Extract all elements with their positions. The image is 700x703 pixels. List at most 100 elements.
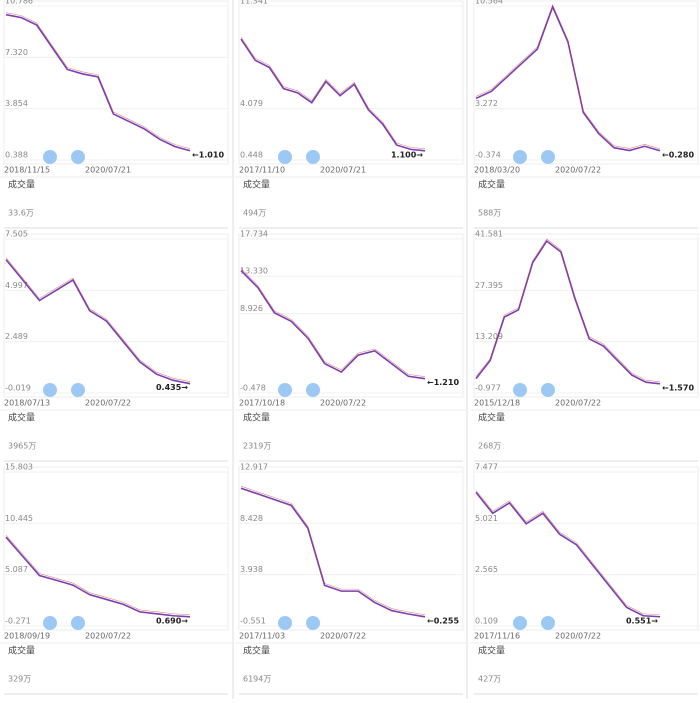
start-date: 2017/10/18	[239, 399, 285, 408]
last-price-label: ←0.255	[427, 616, 459, 625]
zoom-icon	[278, 616, 292, 630]
volume-title: 成交量	[8, 412, 35, 424]
y-tick-label: -0.551	[240, 617, 266, 626]
price-frame	[238, 466, 464, 631]
end-date: 2020/07/21	[85, 166, 131, 175]
end-date: 2020/07/22	[555, 399, 601, 408]
last-price-label: ←0.280	[662, 150, 694, 159]
price-line-shadow	[240, 36, 426, 150]
zoom-icon	[513, 150, 527, 164]
last-price-label: ←1.210	[427, 378, 459, 387]
y-tick-label: 5.021	[475, 514, 498, 523]
zoom-icon	[541, 150, 555, 164]
zoom-icon	[43, 616, 57, 630]
volume-max-label: 2319万	[243, 442, 271, 451]
zoom-icon	[43, 383, 57, 397]
volume-title: 成交量	[478, 645, 505, 657]
last-price-label: ←1.010	[192, 150, 224, 159]
y-tick-label: 10.786	[5, 0, 33, 6]
y-tick-label: 8.428	[240, 514, 263, 523]
y-tick-label: 15.803	[5, 463, 33, 472]
y-tick-label: 7.505	[5, 230, 28, 239]
volume-title: 成交量	[243, 645, 270, 657]
y-tick-label: 3.938	[240, 565, 263, 574]
volume-title: 成交量	[478, 179, 505, 191]
last-price-label: 0.551→	[626, 616, 658, 625]
volume-title: 成交量	[8, 179, 35, 191]
end-date: 2020/07/22	[320, 399, 366, 408]
volume-max-label: 588万	[478, 209, 501, 218]
y-tick-label: -0.019	[5, 384, 31, 393]
price-frame	[473, 466, 699, 631]
start-date: 2015/12/18	[474, 399, 520, 408]
zoom-icon	[71, 150, 85, 164]
start-date: 2018/07/13	[4, 399, 50, 408]
zoom-icon	[43, 150, 57, 164]
volume-max-label: 427万	[478, 675, 501, 684]
y-tick-label: 11.341	[240, 0, 268, 6]
y-tick-label: -0.478	[240, 384, 266, 393]
end-date: 2020/07/22	[85, 399, 131, 408]
last-price-label: 0.690→	[156, 616, 188, 625]
y-tick-label: 3.272	[475, 99, 498, 108]
price-frame	[3, 466, 229, 631]
price-line	[240, 270, 426, 380]
y-tick-label: 10.564	[475, 0, 503, 6]
price-line	[475, 239, 661, 385]
zoom-icon	[306, 616, 320, 630]
price-line-shadow	[5, 257, 191, 383]
y-tick-label: 41.581	[475, 230, 503, 239]
price-line	[475, 4, 661, 152]
price-line-shadow	[475, 238, 661, 383]
y-tick-label: 0.109	[475, 617, 498, 626]
y-tick-label: 4.997	[5, 281, 28, 290]
price-line-shadow	[5, 534, 191, 616]
volume-max-label: 3965万	[8, 442, 36, 451]
y-tick-label: 13.330	[240, 267, 268, 276]
last-price-label: ←1.570	[662, 383, 694, 392]
y-tick-label: 4.079	[240, 99, 263, 108]
price-frame	[3, 0, 229, 165]
end-date: 2020/07/21	[320, 166, 366, 175]
price-line	[5, 13, 191, 152]
zoom-icon	[71, 616, 85, 630]
end-date: 2020/07/22	[85, 632, 131, 641]
start-date: 2018/09/19	[4, 632, 50, 641]
start-date: 2017/11/10	[239, 166, 285, 175]
volume-max-label: 33.6万	[8, 209, 34, 218]
zoom-icon	[278, 150, 292, 164]
zoom-icon	[541, 616, 555, 630]
volume-title: 成交量	[243, 412, 270, 424]
y-tick-label: -0.374	[475, 151, 501, 160]
y-tick-label: 10.445	[5, 514, 33, 523]
y-tick-label: 13.209	[475, 332, 503, 341]
price-line-shadow	[475, 490, 661, 616]
price-line-shadow	[240, 268, 426, 378]
price-line	[240, 38, 426, 152]
price-line	[240, 487, 426, 618]
y-tick-label: 5.087	[5, 565, 28, 574]
y-tick-label: 2.565	[475, 565, 498, 574]
price-line-shadow	[5, 12, 191, 150]
price-frame	[238, 233, 464, 398]
y-tick-label: 3.854	[5, 99, 28, 108]
start-date: 2018/11/15	[4, 166, 50, 175]
price-frame	[473, 0, 699, 165]
price-line-shadow	[240, 485, 426, 616]
price-line-shadow	[475, 4, 661, 150]
y-tick-label: -0.271	[5, 617, 31, 626]
zoom-icon	[71, 383, 85, 397]
price-frame	[238, 0, 464, 165]
zoom-icon	[513, 616, 527, 630]
y-tick-label: 0.448	[240, 151, 263, 160]
zoom-icon	[306, 383, 320, 397]
volume-title: 成交量	[243, 179, 270, 191]
y-tick-label: 17.734	[240, 230, 268, 239]
last-price-label: 0.435→	[156, 383, 188, 392]
price-frame	[473, 233, 699, 398]
volume-max-label: 268万	[478, 442, 501, 451]
zoom-icon	[278, 383, 292, 397]
volume-max-label: 6194万	[243, 675, 271, 684]
zoom-icon	[306, 150, 320, 164]
